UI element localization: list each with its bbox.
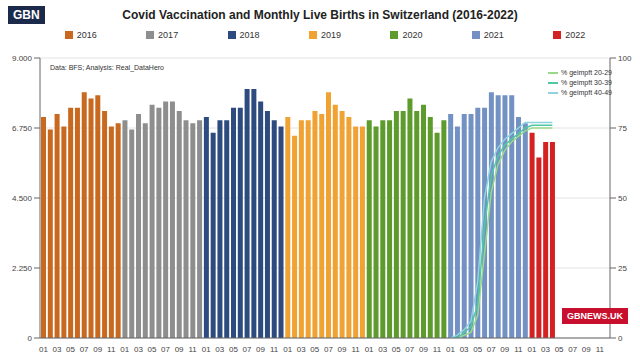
svg-text:05: 05 xyxy=(66,345,75,354)
svg-text:09: 09 xyxy=(175,345,184,354)
svg-text:01: 01 xyxy=(446,345,455,354)
svg-text:01: 01 xyxy=(39,345,48,354)
svg-text:11: 11 xyxy=(596,345,605,354)
html-text:2017: 2017 xyxy=(158,30,179,40)
svg-text:09: 09 xyxy=(500,345,509,354)
svg-text:6.750: 6.750 xyxy=(12,124,33,133)
svg-text:03: 03 xyxy=(134,345,143,354)
svg-text:9.000: 9.000 xyxy=(12,54,33,63)
svg-text:50: 50 xyxy=(618,194,627,203)
svg-text:01: 01 xyxy=(365,345,374,354)
html-text:2018: 2018 xyxy=(239,30,260,40)
svg-text:0: 0 xyxy=(618,334,623,343)
svg-text:11: 11 xyxy=(351,345,360,354)
svg-text:07: 07 xyxy=(324,345,333,354)
svg-text:11: 11 xyxy=(107,345,116,354)
svg-text:01: 01 xyxy=(120,345,129,354)
svg-text:11: 11 xyxy=(270,345,279,354)
svg-text:03: 03 xyxy=(53,345,62,354)
html-text:Data: BFS; Analysis: Real_Data: Data: BFS; Analysis: Real_DataHero xyxy=(50,64,164,71)
svg-text:05: 05 xyxy=(555,345,564,354)
svg-text:05: 05 xyxy=(148,345,157,354)
html-text:GBN: GBN xyxy=(13,8,40,22)
html-text:Covid Vaccination and Monthly: Covid Vaccination and Monthly Live Birth… xyxy=(122,8,518,22)
svg-text:03: 03 xyxy=(215,345,224,354)
svg-text:4.500: 4.500 xyxy=(12,194,33,203)
html-text:2021: 2021 xyxy=(483,30,504,40)
html-text:GBNEWS.UK: GBNEWS.UK xyxy=(567,311,623,321)
svg-text:05: 05 xyxy=(310,345,319,354)
svg-text:09: 09 xyxy=(582,345,591,354)
svg-text:11: 11 xyxy=(433,345,442,354)
svg-text:11: 11 xyxy=(189,345,198,354)
svg-text:07: 07 xyxy=(568,345,577,354)
svg-text:07: 07 xyxy=(487,345,496,354)
svg-text:25: 25 xyxy=(618,264,627,273)
svg-text:2.250: 2.250 xyxy=(12,264,33,273)
svg-text:01: 01 xyxy=(283,345,292,354)
html-text:2022: 2022 xyxy=(565,30,586,40)
html-text:2019: 2019 xyxy=(321,30,341,40)
svg-text:05: 05 xyxy=(473,345,482,354)
svg-text:100: 100 xyxy=(618,54,632,63)
svg-text:01: 01 xyxy=(528,345,537,354)
html-text:% geimpft 30-39: % geimpft 30-39 xyxy=(561,79,612,86)
svg-text:03: 03 xyxy=(541,345,550,354)
html-text:2020: 2020 xyxy=(402,30,423,40)
svg-text:03: 03 xyxy=(378,345,387,354)
svg-text:09: 09 xyxy=(338,345,347,354)
svg-text:03: 03 xyxy=(460,345,469,354)
svg-text:09: 09 xyxy=(256,345,265,354)
svg-text:09: 09 xyxy=(419,345,428,354)
html-text:2016: 2016 xyxy=(76,30,97,40)
svg-text:75: 75 xyxy=(618,124,627,133)
svg-text:07: 07 xyxy=(161,345,170,354)
svg-text:07: 07 xyxy=(243,345,252,354)
svg-text:01: 01 xyxy=(202,345,211,354)
svg-text:09: 09 xyxy=(93,345,102,354)
svg-text:0: 0 xyxy=(28,334,33,343)
svg-text:05: 05 xyxy=(229,345,238,354)
svg-text:07: 07 xyxy=(80,345,89,354)
html-text:% geimpft 40-49: % geimpft 40-49 xyxy=(561,89,612,96)
svg-text:03: 03 xyxy=(297,345,306,354)
svg-text:07: 07 xyxy=(405,345,414,354)
html-text:% geimpft 20-29: % geimpft 20-29 xyxy=(561,69,612,76)
svg-text:05: 05 xyxy=(392,345,401,354)
svg-text:11: 11 xyxy=(514,345,523,354)
